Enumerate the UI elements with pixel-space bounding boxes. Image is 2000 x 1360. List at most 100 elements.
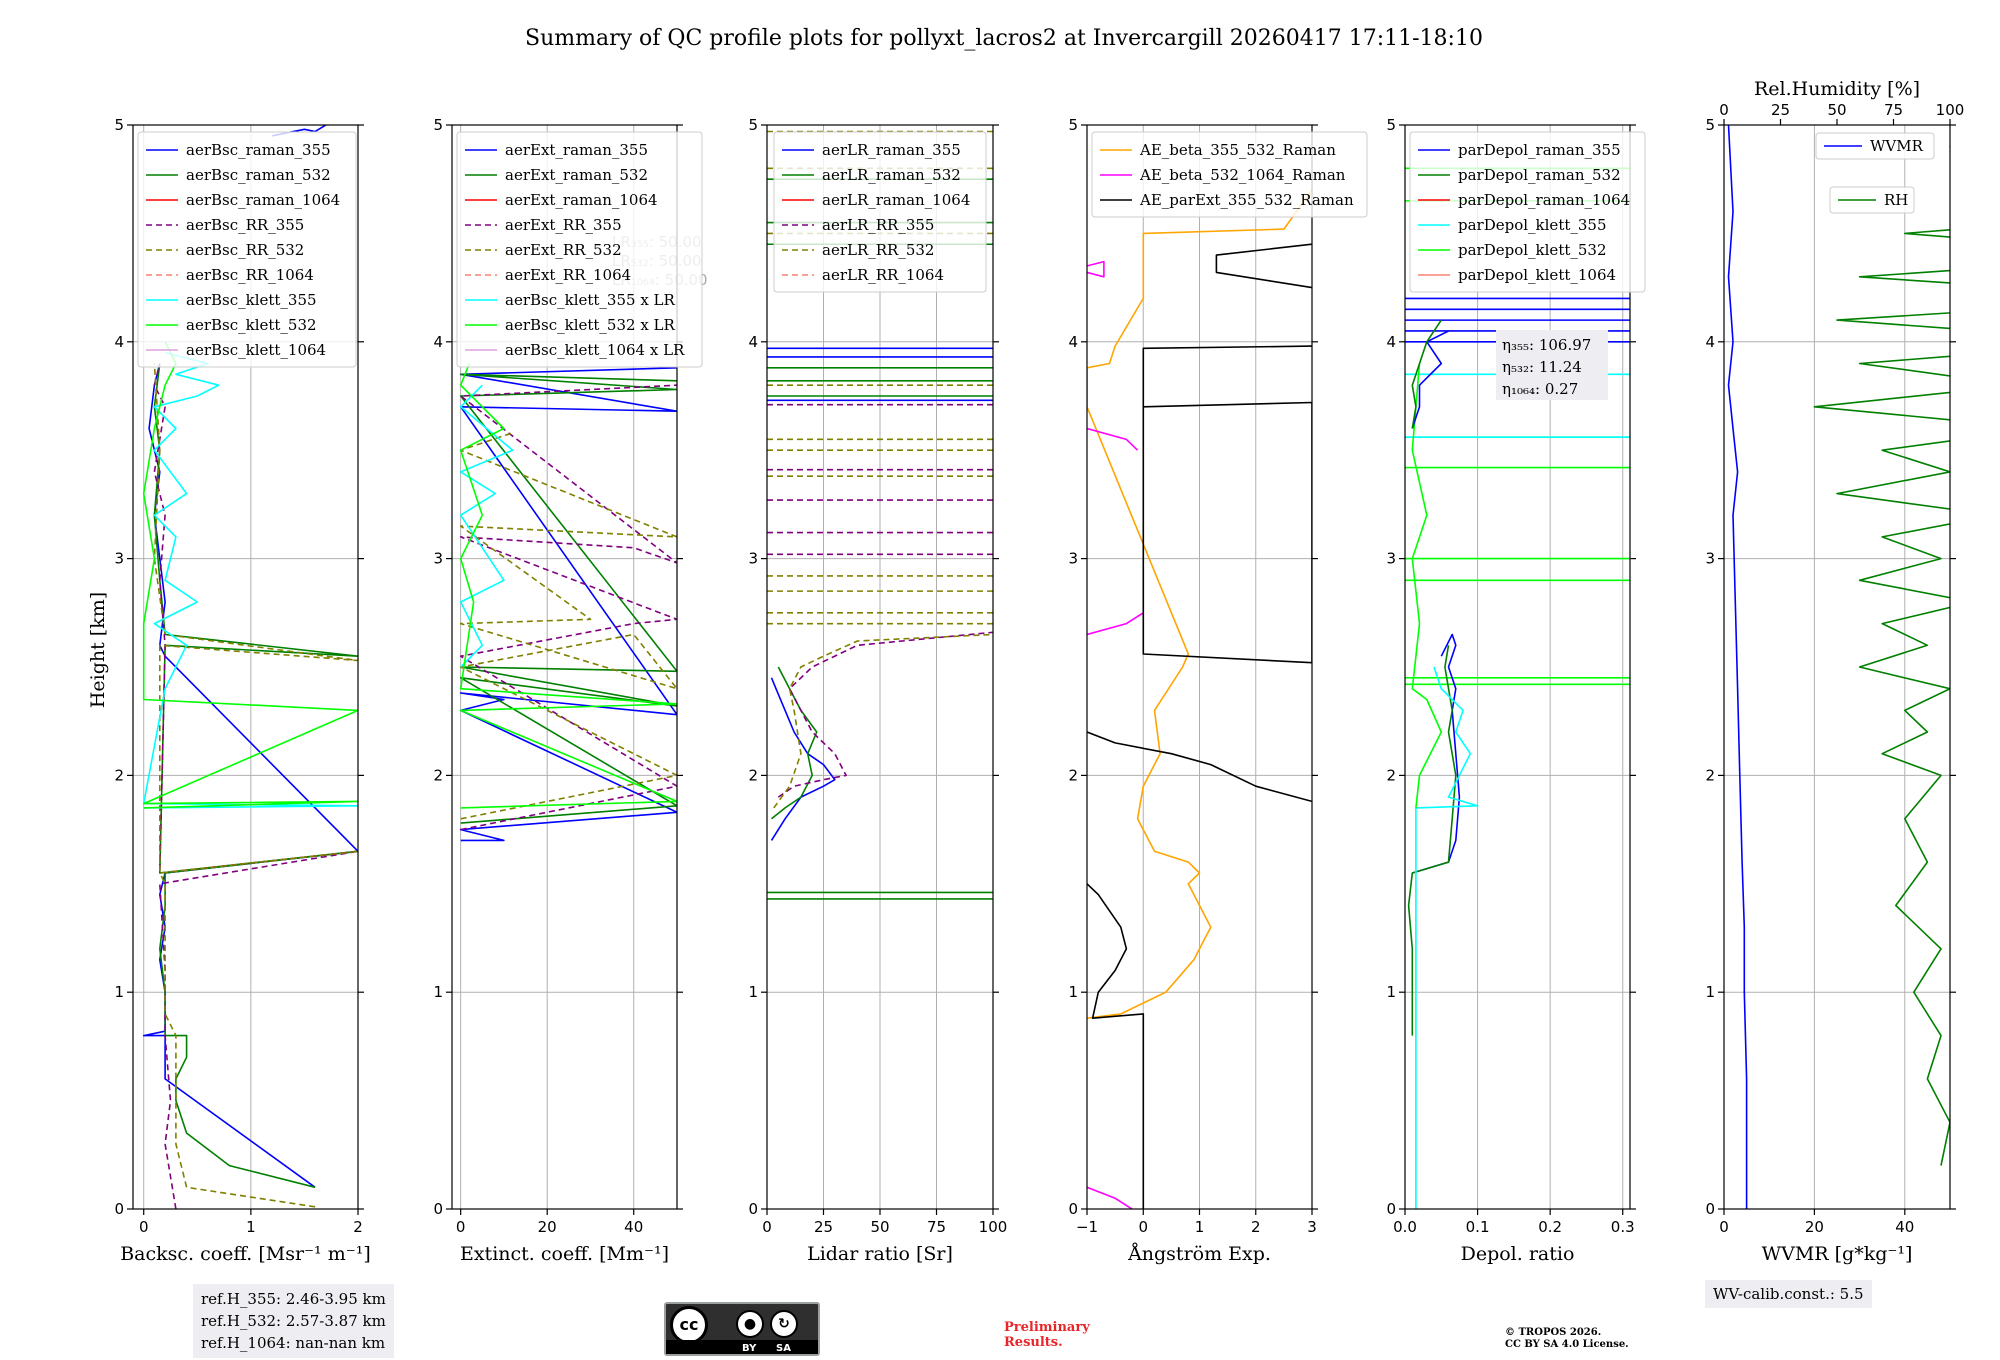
legend-label: parDepol_klett_1064	[1458, 266, 1616, 284]
legend-label: aerLR_raman_355	[822, 141, 961, 159]
series-ae-beta-355-532-raman	[1087, 189, 1312, 1019]
wv-calib-box: WV-calib.const.: 5.5	[1705, 1280, 1872, 1308]
panel-depol: 0.0 0.1 0.2 0.3 0 1 2 3 4 5 Depol. ratio parDepol_r…	[1386, 116, 1646, 1265]
attribution-icon: ●	[736, 1310, 764, 1338]
legend: aerLR_raman_355 aerLR_raman_532 aerLR_rama…	[773, 131, 987, 293]
license-bar	[666, 1340, 818, 1354]
legend-label: aerBsc_klett_355	[186, 291, 317, 309]
y-tick-label: 0	[1386, 1200, 1396, 1218]
legend-label: aerExt_RR_355	[505, 216, 622, 234]
x-tick-label: 25	[814, 1218, 833, 1236]
legend-label: RH	[1884, 191, 1908, 209]
x-tick-label: 0	[1719, 1218, 1729, 1236]
series-aerext-raman-355	[459, 367, 677, 842]
copyright-note: © TROPOS 2026. CC BY SA 4.0 License.	[1505, 1327, 1695, 1351]
legend-label: aerLR_raman_532	[822, 166, 961, 184]
data-layer	[459, 363, 677, 842]
eta-box: η₃₅₅: 106.97 η₅₃₂: 11.24 η₁₀₆₄: 0.27	[1496, 330, 1608, 400]
y-tick-label: 0	[433, 1200, 443, 1218]
legend-label: aerExt_raman_1064	[505, 191, 658, 209]
x-tick-label: 0.2	[1538, 1218, 1562, 1236]
x-tick-label: 1	[246, 1218, 256, 1236]
x-tick-label: 0.0	[1393, 1218, 1417, 1236]
y-tick-label: 1	[1705, 983, 1715, 1001]
y-axis-label: Height [km]	[87, 592, 109, 708]
x-axis-label: WVMR [g*kg⁻¹]	[1762, 1243, 1913, 1265]
series-ae-parext-355-532-raman-upper2	[1142, 345, 1312, 664]
series-ae-parext-355-532-raman	[1087, 883, 1145, 1209]
x-tick-label: 0	[762, 1218, 772, 1236]
legend-frame	[1815, 132, 1935, 160]
legend-frame	[773, 131, 987, 293]
series-pardepol-raman-532-upper	[1411, 319, 1442, 429]
sa-label: SA	[776, 1343, 791, 1354]
y-tick-label: 1	[748, 983, 758, 1001]
series-ae-parext-355-532-raman-upper	[1087, 731, 1312, 803]
series-aerext-raman-532	[459, 373, 677, 824]
x-tick-label: 2	[1251, 1218, 1261, 1236]
legend: parDepol_raman_355 parDepol_raman_532 parD…	[1409, 131, 1646, 293]
legend-label: WVMR	[1870, 137, 1924, 155]
x-tick-label: 40	[1895, 1218, 1914, 1236]
y-tick-label: 2	[433, 766, 443, 784]
y-tick-label: 4	[433, 333, 443, 351]
legend-label: aerBsc_klett_532 x LR	[505, 316, 676, 334]
series-ae-beta-532-1064-raman-upper	[1087, 612, 1144, 636]
y-tick-label: 4	[114, 333, 124, 351]
legend-label: parDepol_raman_355	[1458, 141, 1621, 159]
x-tick-label: −1	[1076, 1218, 1098, 1236]
y-tick-label: 5	[114, 116, 124, 134]
y-tick-label: 3	[114, 550, 124, 568]
series-aerbsc-klett-355	[142, 351, 358, 809]
y-tick-label: 3	[748, 550, 758, 568]
axes-frame	[451, 124, 678, 1210]
ref-height-532: ref.H_532: 2.57-3.87 km	[201, 1312, 386, 1330]
y-tick-label: 5	[1705, 116, 1715, 134]
copyright-line-2: CC BY SA 4.0 License.	[1505, 1339, 1629, 1350]
y-tick-label: 1	[433, 983, 443, 1001]
series-pardepol-raman-355-upper	[1411, 330, 1449, 429]
series-aerbsc-klett-355-x-lr	[459, 384, 514, 668]
y-tick-label: 4	[748, 333, 758, 351]
y-tick-label: 2	[114, 766, 124, 784]
legend-label: aerExt_raman_355	[505, 141, 648, 159]
copyright-line-1: © TROPOS 2026.	[1505, 1327, 1602, 1338]
legend-label: aerExt_raman_532	[505, 166, 648, 184]
legend-label: AE_beta_355_532_Raman	[1139, 141, 1336, 159]
legend-label: parDepol_raman_532	[1458, 166, 1621, 184]
y-tick-label: 2	[1068, 766, 1078, 784]
legend-label: parDepol_klett_355	[1458, 216, 1607, 234]
series-aerext-rr-532	[459, 432, 677, 820]
x-tick-label: 1	[1195, 1218, 1205, 1236]
eta-label: η₃₅₅: 106.97	[1502, 336, 1591, 354]
y-tick-label: 5	[748, 116, 758, 134]
top-x-tick-label: 0	[1719, 101, 1729, 119]
figure-title: Summary of QC profile plots for pollyxt_…	[525, 26, 1483, 51]
x-tick-label: 3	[1307, 1218, 1317, 1236]
legend-label: aerBsc_klett_1064	[186, 341, 326, 359]
wv-calib-const: WV-calib.const.: 5.5	[1713, 1285, 1864, 1303]
axes-frame	[132, 124, 359, 1210]
x-tick-label: 0	[456, 1218, 466, 1236]
y-tick-label: 4	[1705, 333, 1715, 351]
series-ae-beta-532-1064-raman	[1087, 1186, 1133, 1209]
series-pardepol-klett-355	[1415, 666, 1479, 1209]
panel-lr: 0 25 50 75 100 0 1 2 3 4 5 Lidar ratio [Sr] aerLR_ra…	[748, 116, 1007, 1265]
legend-frame	[137, 131, 357, 368]
eta-label: η₅₃₂: 11.24	[1502, 358, 1582, 376]
series-aerlr-rr-355	[777, 631, 993, 798]
y-tick-label: 0	[748, 1200, 758, 1218]
top-axis-label: Rel.Humidity [%]	[1754, 78, 1920, 100]
x-tick-label: 0.1	[1466, 1218, 1490, 1236]
legend-label: aerExt_RR_532	[505, 241, 622, 259]
preliminary-results-note: Preliminary Results.	[1004, 1320, 1090, 1350]
legend-label: aerBsc_klett_532	[186, 316, 317, 334]
series-aerbsc-klett-532-x-lr	[459, 363, 677, 809]
y-tick-label: 0	[114, 1200, 124, 1218]
series-aerlr-raman-532	[770, 666, 818, 820]
legend-label: aerBsc_raman_532	[186, 166, 331, 184]
legend-label: aerBsc_RR_532	[186, 241, 304, 259]
y-tick-label: 0	[1705, 1200, 1715, 1218]
